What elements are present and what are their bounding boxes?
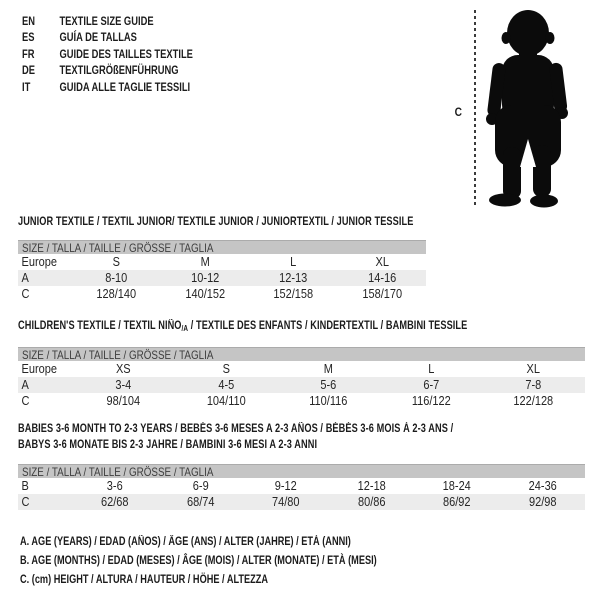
table-cell: 98/104 [106,394,141,408]
guide-title-de: TEXTILGRÖßENFÜHRUNG [59,63,179,78]
table-cell: 9-12 [274,479,297,493]
table-cell: S [112,255,120,269]
row-label: A [21,378,29,392]
table-row: B 3-6 6-9 9-12 12-18 18-24 24-36 [18,478,585,494]
language-code: EN [22,14,36,28]
footnote-age-years: A. AGE (YEARS) / EDAD (AÑOS) / ÂGE (ANS)… [20,536,351,548]
size-header-bar: SIZE / TALLA / TAILLE / GRÖSSE / TAGLIA [18,464,585,479]
language-code: FR [22,46,35,61]
table-cell: S [222,362,230,376]
size-header-bar: SIZE / TALLA / TAILLE / GRÖSSE / TAGLIA [18,347,585,362]
language-row-it: IT GUIDA ALLE TAGLIE TESSILI [22,79,193,95]
table-cell: 158/170 [361,287,402,301]
table-cell: 116/122 [411,394,451,408]
table-cell: 3-4 [115,378,132,392]
table-row: C 98/104 104/110 110/116 116/122 122/128 [18,393,585,409]
table-row: A 3-4 4-5 5-6 6-7 7-8 [18,377,585,393]
table-cell: L [428,362,435,376]
table-row: Europe XS S M L XL [18,361,585,377]
junior-size-table: SIZE / TALLA / TAILLE / GRÖSSE / TAGLIA E… [18,240,426,302]
row-label: A [21,271,29,285]
language-row-es: ES GUÍA DE TALLAS [22,29,193,45]
table-cell: 14-16 [367,271,396,285]
table-cell: 152/158 [273,287,314,301]
guide-title-it: GUIDA ALLE TAGLIE TESSILI [59,79,191,94]
language-row-en: EN TEXTILE SIZE GUIDE [22,13,193,29]
language-row-fr: FR GUIDE DES TAILLES TEXTILE [22,46,193,62]
language-code: ES [22,30,35,45]
language-code: IT [22,79,31,94]
table-row: C 128/140 140/152 152/158 158/170 [18,286,426,302]
height-measure-label: C [454,105,463,119]
table-cell: XS [115,362,131,376]
table-cell: L [290,255,297,269]
table-cell: 12-18 [357,479,386,493]
size-header-text: SIZE / TALLA / TAILLE / GRÖSSE / TAGLIA [22,347,214,362]
table-cell: 110/116 [309,394,348,408]
table-row: A 8-10 10-12 12-13 14-16 [18,270,426,286]
table-cell: 4-5 [217,378,234,392]
table-cell: 10-12 [190,271,219,285]
table-cell: 8-10 [105,271,128,285]
table-row: C 62/68 68/74 74/80 80/86 86/92 92/98 [18,494,585,510]
row-label: C [21,394,30,408]
table-cell: 62/68 [100,495,129,509]
junior-table-title: JUNIOR TEXTILE / TEXTIL JUNIOR/ TEXTILE … [18,216,414,228]
size-header-text: SIZE / TALLA / TAILLE / GRÖSSE / TAGLIA [22,464,214,479]
row-label: C [21,287,30,301]
table-cell: 92/98 [528,495,557,509]
row-label: B [21,479,29,493]
language-header: EN TEXTILE SIZE GUIDE ES GUÍA DE TALLAS … [22,13,241,95]
table-cell: M [323,362,334,376]
table-cell: XL [526,362,541,376]
children-title-subscript: /A [181,324,189,333]
table-cell: 24-36 [528,479,557,493]
table-cell: 128/140 [96,287,137,301]
table-cell: XL [375,255,389,269]
guide-title-es: GUÍA DE TALLAS [59,30,137,45]
table-row: Europe S M L XL [18,254,426,270]
table-cell: 104/110 [206,394,246,408]
table-cell: 140/152 [184,287,225,301]
table-cell: 122/128 [513,394,554,408]
table-cell: 74/80 [271,495,300,509]
table-cell: 6-9 [192,479,209,493]
baby-silhouette-icon [486,10,568,208]
language-code: DE [22,63,36,78]
table-cell: 5-6 [320,378,337,392]
table-cell: 3-6 [106,479,123,493]
table-cell: M [200,255,210,269]
row-label: Europe [21,362,57,376]
table-cell: 6-7 [423,378,440,392]
table-cell: 7-8 [525,378,542,392]
guide-title-fr: GUIDE DES TAILLES TEXTILE [59,46,193,61]
size-header-text: SIZE / TALLA / TAILLE / GRÖSSE / TAGLIA [22,240,214,255]
children-title-part: CHILDREN'S TEXTILE / TEXTIL NIÑO [18,320,182,332]
babies-table-title: BABIES 3-6 MONTH TO 2-3 YEARS / BEBÉS 3-… [18,421,453,453]
children-title-part: / TEXTILE DES ENFANTS / KINDERTEXTIL / B… [188,320,468,332]
table-cell: 86/92 [442,495,471,509]
row-label: Europe [21,255,57,269]
babies-title-line-2: BABYS 3-6 MONATE BIS 2-3 JAHRE / BAMBINI… [18,439,318,451]
children-size-table: SIZE / TALLA / TAILLE / GRÖSSE / TAGLIA E… [18,347,585,409]
children-table-title: CHILDREN'S TEXTILE / TEXTIL NIÑO/A / TEX… [18,320,467,333]
size-header-bar: SIZE / TALLA / TAILLE / GRÖSSE / TAGLIA [18,240,426,255]
legend-footnotes: A. AGE (YEARS) / EDAD (AÑOS) / ÂGE (ANS)… [20,533,377,589]
height-measure-dashed-line [474,10,476,208]
table-cell: 80/86 [357,495,386,509]
table-cell: 12-13 [279,271,308,285]
footnote-height-cm: C. (cm) HEIGHT / ALTURA / HAUTEUR / HÖHE… [20,573,269,586]
language-row-de: DE TEXTILGRÖßENFÜHRUNG [22,62,193,78]
babies-title-line-1: BABIES 3-6 MONTH TO 2-3 YEARS / BEBÉS 3-… [18,423,454,435]
babies-size-table: SIZE / TALLA / TAILLE / GRÖSSE / TAGLIA B… [18,464,585,510]
footnote-age-months: B. AGE (MONTHS) / EDAD (MESES) / ÂGE (MO… [20,554,377,567]
row-label: C [21,495,30,509]
guide-title-en: TEXTILE SIZE GUIDE [59,14,154,28]
table-cell: 68/74 [186,495,215,509]
table-cell: 18-24 [442,479,471,493]
